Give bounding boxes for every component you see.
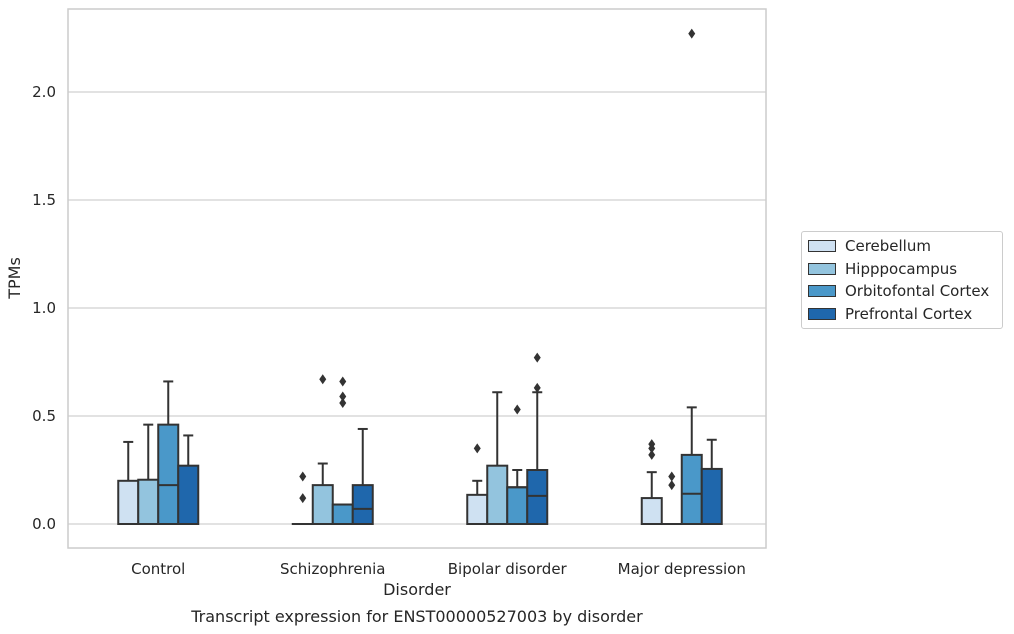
box-cerebellum — [117, 440, 140, 525]
legend-label: Cerebellum — [845, 237, 931, 256]
box-hipppocampus — [486, 391, 509, 525]
y-tick-label: 0.5 — [32, 407, 56, 425]
y-tick-label: 0.0 — [32, 515, 56, 533]
box-orbitofontal-cortex — [506, 404, 529, 525]
box-cerebellum — [640, 439, 663, 525]
box-prefrontal-cortex — [700, 438, 723, 526]
box-prefrontal-cortex — [177, 434, 200, 525]
box-orbitofontal-cortex — [157, 380, 180, 526]
y-tick-label: 1.5 — [32, 191, 56, 209]
box-prefrontal-cortex — [526, 352, 549, 525]
box-hipppocampus — [311, 374, 334, 525]
x-tick-label: Control — [131, 560, 185, 578]
legend-label: Prefrontal Cortex — [845, 304, 973, 323]
legend: Cerebellum Hipppocampus Orbitofontal Corte… — [801, 231, 1003, 329]
legend-swatch — [808, 262, 836, 275]
box-body — [117, 479, 140, 525]
legend-item: Hipppocampus — [802, 258, 1002, 281]
x-tick-label: Schizophrenia — [280, 560, 385, 578]
box-cerebellum — [466, 443, 489, 525]
box-body — [526, 469, 549, 525]
box-body — [311, 484, 334, 525]
box-prefrontal-cortex — [351, 427, 374, 525]
y-axis-ticks: 0.0 0.5 1.0 1.5 2.0 — [32, 83, 56, 533]
box-body — [466, 493, 489, 525]
legend-swatch — [808, 240, 836, 253]
x-axis-title: Disorder — [383, 580, 451, 599]
legend-item: Orbitofontal Cortex — [802, 280, 1002, 303]
outlier-point — [339, 376, 347, 387]
box-body — [486, 464, 509, 525]
legend-swatch — [808, 285, 836, 298]
legend-label: Orbitofontal Cortex — [845, 282, 990, 301]
box-cerebellum — [291, 471, 314, 526]
outlier-point — [473, 443, 481, 454]
box-series — [117, 28, 723, 526]
box-hipppocampus — [137, 423, 160, 525]
box-body — [506, 486, 529, 525]
outlier-point — [648, 439, 656, 450]
box-hipppocampus — [660, 471, 683, 526]
box-body — [680, 453, 703, 526]
outlier-point — [533, 382, 541, 393]
legend-item: Prefrontal Cortex — [802, 303, 1002, 326]
outlier-point — [319, 374, 327, 385]
box-body — [351, 484, 374, 525]
outlier-point — [668, 480, 676, 491]
box-body — [157, 423, 180, 526]
figure-caption: Transcript expression for ENST0000052700… — [190, 607, 643, 626]
x-tick-label: Bipolar disorder — [448, 560, 568, 578]
legend-swatch — [808, 307, 836, 320]
box-orbitofontal-cortex — [331, 376, 354, 525]
y-tick-label: 2.0 — [32, 83, 56, 101]
x-axis-ticks: Control Schizophrenia Bipolar disorder Majo… — [131, 560, 746, 578]
box-body — [177, 464, 200, 525]
outlier-point — [513, 404, 521, 415]
box-orbitofontal-cortex — [680, 28, 703, 526]
x-tick-label: Major depression — [618, 560, 746, 578]
box-body — [137, 478, 160, 525]
box-body — [331, 503, 354, 525]
outlier-point — [688, 28, 696, 39]
box-body — [700, 467, 723, 526]
legend-label: Hipppocampus — [845, 259, 958, 278]
y-axis-title: TPMs — [5, 257, 24, 300]
outlier-point — [339, 398, 347, 409]
y-tick-label: 1.0 — [32, 299, 56, 317]
plot-frame — [67, 8, 767, 549]
box-body — [640, 497, 663, 525]
outlier-point — [339, 391, 347, 402]
outlier-point — [533, 352, 541, 363]
outlier-point — [648, 449, 656, 460]
outlier-point — [668, 471, 676, 482]
outlier-point — [299, 471, 307, 482]
legend-item: Cerebellum — [802, 235, 1002, 258]
outlier-point — [299, 493, 307, 504]
